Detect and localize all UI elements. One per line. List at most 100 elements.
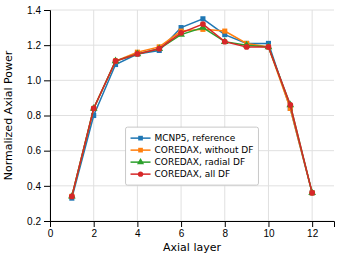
series (69, 27, 314, 199)
x-axis-tick-mark (225, 221, 226, 227)
series-point (244, 44, 250, 50)
y-axis-tick: 0.6 (27, 145, 50, 156)
y-axis-title: Normalized Axial Power (2, 50, 15, 180)
series-point (286, 100, 294, 107)
y-axis-tick-label: 1.4 (27, 5, 41, 16)
x-axis-tick-mark (137, 221, 138, 227)
legend-entry: COREDAX, without DF (131, 145, 254, 155)
x-axis-tick: 4 (135, 221, 141, 239)
y-axis-tick-mark (44, 80, 50, 81)
legend-label: COREDAX, without DF (155, 145, 254, 155)
series-point (113, 58, 119, 64)
legend-label: COREDAX, all DF (155, 169, 231, 179)
series-point (266, 44, 271, 49)
series-point (222, 39, 228, 45)
x-axis-tick: 12 (307, 221, 319, 239)
series-line (72, 29, 312, 196)
legend-symbol (138, 171, 143, 176)
series-point (309, 190, 315, 196)
x-axis-tick: 10 (263, 221, 275, 239)
series-point (69, 194, 75, 200)
series-line (72, 28, 312, 197)
x-axis-tick-mark (94, 221, 95, 227)
series-point (69, 194, 74, 199)
y-axis-tick-label: 0.4 (27, 181, 41, 192)
x-axis-tick: 2 (91, 221, 97, 239)
series (69, 16, 314, 200)
series-point (310, 190, 315, 195)
legend-entry: MCNP5, reference (131, 133, 236, 143)
legend-symbol (137, 158, 144, 164)
y-axis-tick: 1.4 (27, 5, 50, 16)
series-point (265, 42, 273, 49)
x-axis-tick-label: 12 (307, 228, 319, 239)
y-axis-tick-mark (44, 186, 50, 187)
legend-label: COREDAX, radial DF (155, 157, 246, 167)
y-axis-tick-label: 0.2 (27, 216, 41, 227)
x-axis-title: Axial layer (163, 241, 221, 254)
grid-line-y (50, 45, 334, 46)
marks (68, 16, 316, 200)
chart-container: 0 2 4 6 8 10 12 0.2 0.4 0.6 0.8 1.0 1.2 1.4 MCNP5, ref… (0, 0, 346, 257)
series-point (287, 102, 293, 108)
x-axis-tick: 6 (179, 221, 185, 239)
x-axis-tick-mark (181, 221, 182, 227)
y-axis-tick-mark (44, 45, 50, 46)
series-point (156, 46, 162, 52)
x-axis-tick-label: 8 (222, 228, 228, 239)
plot-area: 0 2 4 6 8 10 12 0.2 0.4 0.6 0.8 1.0 1.2 1.4 MCNP5, ref… (27, 5, 334, 239)
series-line (72, 24, 312, 196)
y-axis-tick-label: 1.0 (27, 75, 41, 86)
y-axis-tick: 0.8 (27, 110, 50, 121)
series-point (178, 30, 184, 36)
x-axis-tick-label: 0 (48, 228, 54, 239)
legend-label: MCNP5, reference (155, 133, 236, 143)
series (68, 23, 316, 199)
series-point (135, 51, 140, 56)
legend-entry: COREDAX, all DF (131, 169, 231, 179)
series-point (222, 29, 227, 34)
legend-entry: COREDAX, radial DF (131, 157, 246, 167)
x-axis-line (51, 222, 335, 228)
legend-symbol (138, 148, 143, 153)
grid-line-y (50, 80, 334, 81)
x-axis-tick: 0 (48, 221, 54, 239)
y-axis-tick-label: 0.8 (27, 110, 41, 121)
y-axis-tick: 0.2 (27, 216, 50, 227)
y-axis-tick-label: 0.6 (27, 145, 41, 156)
series-point (113, 58, 118, 63)
y-axis-tick: 0.4 (27, 181, 50, 192)
y-axis-tick-mark (44, 151, 50, 152)
x-axis-tick-label: 6 (179, 228, 185, 239)
series-point (308, 188, 316, 195)
x-axis-tick-mark (312, 221, 313, 227)
y-axis-tick: 1.0 (27, 75, 50, 86)
series-point (266, 44, 272, 50)
chart: 0 2 4 6 8 10 12 0.2 0.4 0.6 0.8 1.0 1.2 1.4 MCNP5, ref… (0, 0, 346, 257)
series (69, 21, 315, 199)
series-point (90, 104, 98, 111)
grid-line-y (50, 10, 334, 11)
y-axis-tick-mark (44, 10, 50, 11)
series-point (68, 192, 76, 199)
series-point (91, 106, 97, 112)
y-axis: 0.2 0.4 0.6 0.8 1.0 1.2 1.4 (27, 5, 50, 227)
series-point (200, 21, 206, 27)
y-axis-tick-mark (44, 221, 50, 222)
x-axis-tick-label: 10 (263, 228, 275, 239)
grid (50, 10, 334, 221)
legend-box (126, 127, 259, 185)
legend: MCNP5, reference COREDAX, without DF CORED… (126, 127, 259, 185)
x-axis-tick: 8 (222, 221, 228, 239)
series-point (91, 106, 96, 111)
series-point (135, 51, 141, 57)
x-axis-tick-label: 2 (91, 228, 97, 239)
y-axis-line (44, 11, 51, 222)
series-point (200, 16, 205, 21)
series-point (310, 190, 315, 195)
y-axis-tick-mark (44, 116, 50, 117)
series-line (72, 19, 312, 198)
y-axis-tick-label: 1.2 (27, 40, 41, 51)
x-axis-tick-label: 4 (135, 228, 141, 239)
legend-symbol (138, 136, 143, 141)
